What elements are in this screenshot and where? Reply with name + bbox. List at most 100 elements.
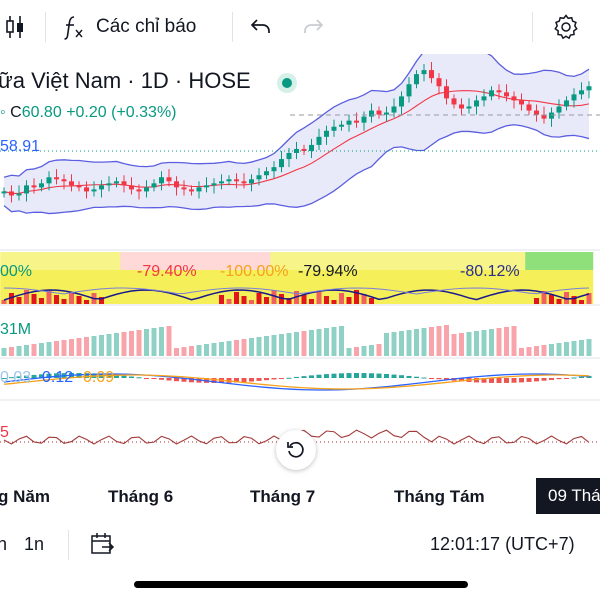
percent-r-bar (1, 300, 7, 304)
candle (174, 176, 179, 196)
percent-r-cell (120, 270, 129, 304)
candle (526, 100, 532, 115)
volume-bar (526, 347, 532, 356)
candle (61, 174, 67, 190)
undo-button[interactable] (246, 0, 276, 54)
percent-r-bar (31, 294, 37, 304)
chart-type-button[interactable] (0, 0, 30, 54)
percent-r-cell (97, 252, 106, 270)
change-value: +0.20 (66, 104, 107, 121)
candle-body (361, 116, 367, 123)
candle (121, 175, 127, 193)
macd-histogram-bar (489, 378, 494, 383)
reset-chart-button[interactable] (276, 430, 316, 470)
percent-r-cell (540, 252, 549, 270)
candle (586, 81, 592, 99)
percent-r-cell (135, 252, 144, 270)
percent-r-cell (105, 252, 114, 270)
candle-body (114, 181, 119, 184)
percent-r-cell (202, 270, 211, 304)
percent-r-bar (264, 297, 269, 304)
percent-r-cell (37, 252, 46, 270)
rsi-label: 5 (0, 424, 9, 441)
percent-r-cell (337, 252, 346, 270)
volume-bar (331, 327, 337, 356)
macd-histogram-bar (144, 378, 149, 379)
percent-r-cell (562, 252, 571, 270)
indicators-button[interactable]: Các chỉ báo (60, 0, 220, 54)
macd-histogram-bar (31, 374, 37, 378)
candle-body (181, 187, 187, 190)
bollinger-upper-line (3, 54, 590, 178)
macd-histogram-bar (534, 378, 539, 382)
volume-bar (399, 331, 404, 356)
percent-r-cell (195, 270, 204, 304)
candle-body (534, 110, 539, 115)
macd-histogram-bar (249, 378, 254, 382)
percent-r-cell (180, 270, 189, 304)
macd-histogram-bar (9, 377, 14, 379)
candle (436, 73, 442, 95)
clock-timezone[interactable]: 12:01:17 (UTC+7) (430, 534, 575, 554)
percent-r-bar (69, 292, 74, 304)
candle-body (324, 130, 329, 137)
macd-histogram-bar (121, 375, 127, 378)
time-axis[interactable] (0, 476, 600, 520)
percent-r-cell (390, 252, 399, 270)
date-range-button[interactable] (90, 532, 116, 561)
candle (466, 98, 472, 114)
candle (271, 161, 277, 179)
percent-r-bar (24, 290, 29, 304)
volume-bar (61, 340, 67, 356)
candle-body (39, 183, 44, 188)
volume-bar (279, 334, 284, 356)
percent-r-cell (495, 270, 504, 304)
percent-r-bar (339, 293, 344, 304)
macd-histogram-bar (24, 375, 29, 378)
volume-bar (564, 342, 569, 356)
candle (534, 104, 539, 122)
candle-body (279, 159, 284, 168)
percent-r-cell (435, 252, 444, 270)
candle-body (54, 177, 59, 180)
change-pct: (+0.33%) (111, 104, 177, 121)
volume-bar (271, 335, 277, 356)
candle-body (549, 112, 554, 119)
percent-r-bar (76, 296, 82, 304)
macd-histogram-bar (481, 378, 487, 383)
candle-body (211, 183, 217, 186)
candle (144, 180, 149, 198)
percent-r-bar (271, 290, 277, 304)
percent-r-cell (75, 270, 84, 304)
volume-bar (84, 337, 89, 356)
volume-bar (406, 330, 412, 356)
percent-r-cell (52, 252, 61, 270)
volume-bar (76, 338, 82, 356)
candle-body (391, 106, 397, 113)
range-button-n[interactable]: n (0, 534, 8, 554)
candle (414, 70, 419, 89)
volume-bar (436, 326, 442, 356)
candle (46, 171, 52, 191)
candle (39, 179, 44, 192)
range-button-1n[interactable]: 1n (24, 534, 45, 554)
volume-bar (294, 332, 299, 356)
candle-body (571, 94, 577, 101)
percent-r-cell (472, 252, 481, 270)
percent-r-cell (525, 270, 534, 304)
percent-r-cell (412, 270, 421, 304)
redo-button[interactable] (298, 0, 328, 54)
chart-area[interactable] (0, 54, 600, 476)
percent-r-cell (382, 252, 391, 270)
percent-r-cell (525, 252, 534, 270)
candle-body (241, 181, 247, 184)
candle-body (579, 90, 584, 95)
macd-histogram-bar (309, 375, 314, 378)
percent-r-cell (555, 252, 564, 270)
candle-body (429, 70, 434, 79)
macd-histogram-bar (571, 377, 577, 379)
settings-button[interactable] (550, 0, 582, 54)
macd-histogram-bar (256, 378, 262, 381)
toolbar-separator (232, 12, 233, 42)
candle (84, 181, 89, 199)
